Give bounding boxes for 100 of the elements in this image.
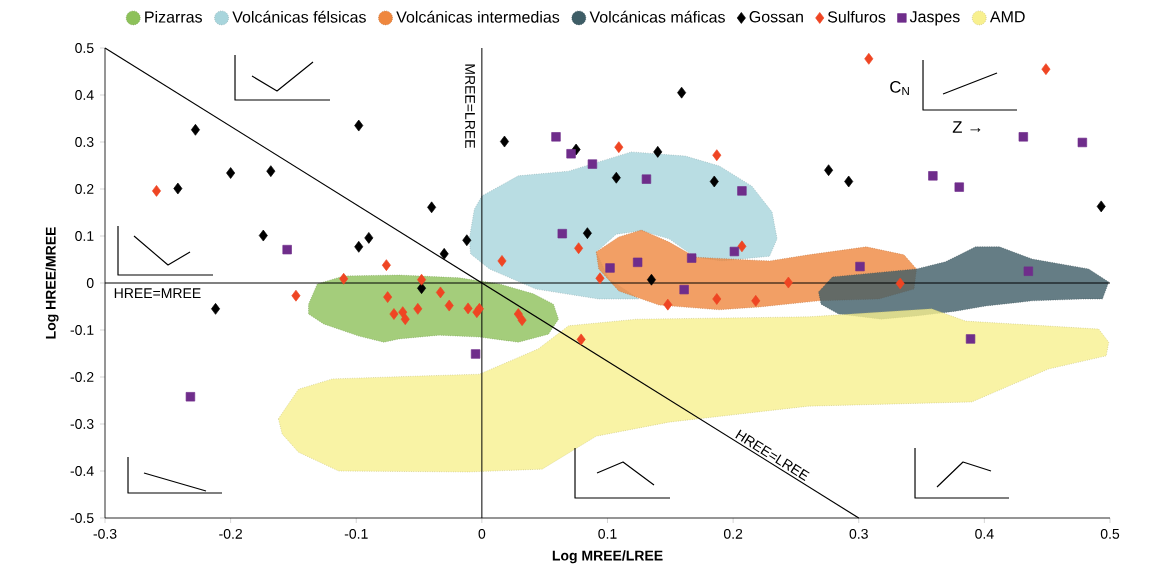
point bbox=[463, 302, 473, 315]
point bbox=[864, 52, 874, 65]
point bbox=[211, 303, 221, 315]
point bbox=[1041, 63, 1051, 75]
point bbox=[190, 123, 200, 136]
point bbox=[389, 308, 399, 320]
annotation: Z → bbox=[952, 121, 981, 133]
point bbox=[686, 253, 697, 263]
y-tick-label: 0 bbox=[86, 278, 94, 288]
point bbox=[185, 392, 196, 402]
x-tick-label: 0.4 bbox=[975, 528, 994, 539]
point bbox=[381, 259, 391, 271]
x-tick-label: 0 bbox=[478, 528, 486, 539]
point bbox=[354, 240, 364, 253]
point bbox=[413, 303, 423, 315]
point bbox=[844, 175, 854, 188]
x-tick-label: 0.1 bbox=[598, 528, 617, 539]
point bbox=[557, 228, 567, 239]
annotation: C$_{N}$ bbox=[890, 80, 909, 96]
point bbox=[497, 255, 507, 267]
y-tick-label: -0.1 bbox=[70, 325, 94, 335]
ref-line-label: MREE=LREE bbox=[465, 64, 475, 148]
point bbox=[282, 244, 292, 255]
legend-label: AMD bbox=[989, 11, 1025, 23]
point bbox=[1018, 132, 1028, 142]
y-tick-label: -0.3 bbox=[70, 419, 94, 429]
point bbox=[587, 159, 598, 169]
x-axis-title: Log MREE/LREE bbox=[552, 550, 663, 564]
point bbox=[737, 240, 747, 253]
point bbox=[709, 175, 719, 188]
point bbox=[729, 246, 740, 257]
point bbox=[566, 149, 576, 159]
point bbox=[173, 182, 183, 195]
point bbox=[470, 349, 481, 359]
legend-label: Sulfuros bbox=[827, 10, 886, 23]
point bbox=[737, 186, 747, 196]
y-tick-label: 0.2 bbox=[75, 184, 94, 194]
point bbox=[1096, 200, 1106, 213]
point bbox=[965, 334, 976, 344]
point bbox=[364, 232, 374, 244]
point bbox=[632, 257, 643, 267]
point bbox=[444, 299, 454, 312]
y-tick-label: -0.5 bbox=[70, 513, 94, 523]
x-tick-label: -0.2 bbox=[219, 528, 242, 539]
legend-label: Volcánicas félsicas bbox=[232, 10, 366, 23]
y-tick-label: 0.5 bbox=[75, 43, 94, 53]
legend-label: Volcánicas máficas bbox=[589, 10, 725, 23]
point bbox=[595, 272, 605, 285]
x-tick-label: -0.3 bbox=[93, 528, 117, 539]
point bbox=[354, 119, 364, 132]
point bbox=[614, 141, 624, 154]
point bbox=[1077, 137, 1088, 148]
point bbox=[383, 291, 393, 303]
point bbox=[824, 164, 834, 177]
point bbox=[258, 229, 268, 242]
point bbox=[751, 295, 761, 307]
legend-label: Pizarras bbox=[145, 10, 202, 23]
point bbox=[551, 132, 561, 142]
point bbox=[427, 201, 437, 214]
point bbox=[855, 261, 865, 272]
y-tick-label: 0.4 bbox=[75, 90, 94, 100]
point bbox=[462, 234, 472, 247]
point bbox=[641, 174, 652, 184]
point bbox=[712, 149, 722, 161]
x-tick-label: 0.3 bbox=[849, 528, 868, 539]
y-tick-label: 0.1 bbox=[75, 231, 94, 241]
point bbox=[677, 86, 687, 99]
point bbox=[339, 272, 349, 285]
y-tick-label: -0.4 bbox=[70, 466, 94, 476]
x-tick-label: -0.1 bbox=[344, 528, 368, 539]
point bbox=[895, 277, 905, 290]
point bbox=[954, 182, 964, 192]
point bbox=[679, 284, 689, 295]
point bbox=[1023, 266, 1034, 276]
point bbox=[400, 313, 410, 326]
y-axis-title: Log HREE/MREE bbox=[45, 227, 59, 339]
point bbox=[152, 185, 161, 197]
point bbox=[266, 165, 276, 177]
point bbox=[928, 171, 938, 181]
point bbox=[417, 282, 427, 295]
point bbox=[582, 227, 592, 240]
point bbox=[574, 242, 584, 255]
point bbox=[291, 289, 301, 302]
point bbox=[576, 333, 586, 346]
x-tick-label: 0.5 bbox=[1100, 528, 1120, 539]
point bbox=[712, 293, 722, 305]
point bbox=[435, 286, 445, 299]
point bbox=[663, 298, 673, 311]
point bbox=[783, 276, 793, 289]
x-tick-label: 0.2 bbox=[723, 528, 743, 539]
legend-label: Jaspes bbox=[909, 11, 960, 26]
point bbox=[611, 171, 621, 184]
y-tick-label: -0.2 bbox=[70, 372, 94, 382]
point bbox=[226, 167, 236, 179]
point bbox=[653, 146, 663, 158]
ref-line-label: HREE=MREE bbox=[114, 288, 201, 298]
point bbox=[605, 263, 615, 273]
legend-label: Volcánicas intermedias bbox=[396, 10, 560, 23]
point bbox=[417, 273, 427, 286]
point bbox=[439, 248, 449, 260]
